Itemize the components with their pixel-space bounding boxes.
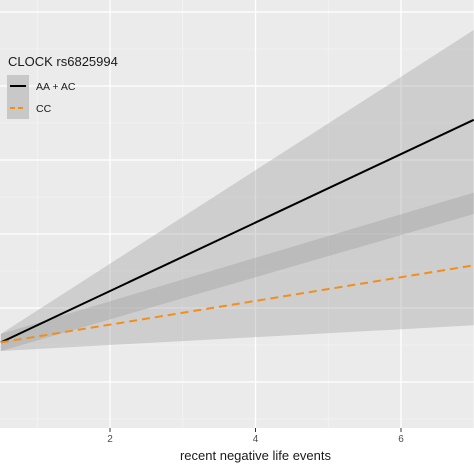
legend: CLOCK rs6825994 AA + AC CC — [7, 54, 118, 119]
confidence-band — [0, 29, 474, 351]
series-line — [0, 264, 474, 344]
legend-label: CC — [36, 103, 52, 115]
grid-minor — [0, 0, 474, 428]
x-axis-title: recent negative life events — [180, 448, 332, 463]
legend-label: AA + AC — [36, 81, 76, 93]
confidence-band — [0, 192, 474, 351]
confidence-bands — [0, 29, 474, 351]
legend-keys: AA + AC CC — [7, 75, 76, 119]
x-tick-label: 4 — [253, 434, 259, 445]
x-tick-label: 2 — [107, 434, 113, 445]
series-lines — [0, 118, 474, 344]
series-line — [0, 118, 474, 344]
panel-background — [0, 0, 474, 428]
grid-major — [0, 0, 474, 428]
legend-title: CLOCK rs6825994 — [8, 54, 118, 69]
x-tick-label: 6 — [398, 434, 404, 445]
x-axis: 2 4 6 — [107, 428, 404, 445]
